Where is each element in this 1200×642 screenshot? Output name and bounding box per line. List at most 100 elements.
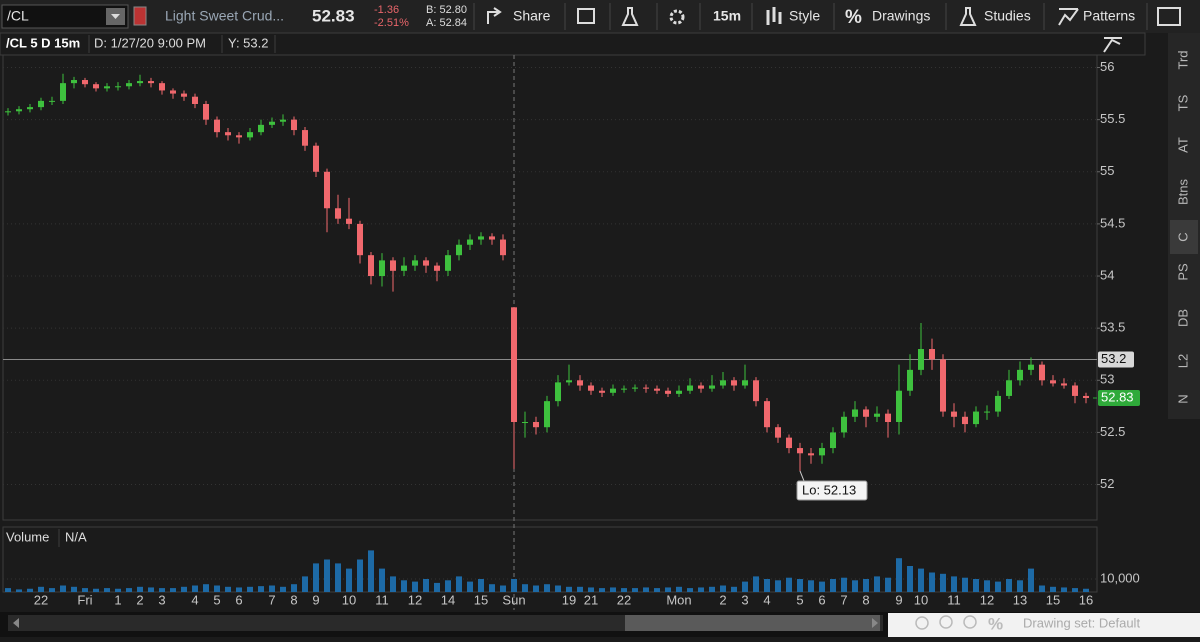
volume-bar: [38, 586, 44, 592]
x-tick-label: 6: [818, 592, 825, 607]
candle-body: [786, 437, 792, 449]
share-button[interactable]: Share: [513, 8, 551, 24]
volume-bar: [621, 588, 627, 592]
plot: TrdTSATBtnsCPSDBL2N5252.55353.55454.5555…: [3, 50, 1198, 610]
sidebar-tab[interactable]: PS: [1175, 263, 1190, 281]
volume-bar: [665, 587, 671, 592]
volume-bar: [159, 588, 165, 592]
x-tick-label: 5: [213, 592, 220, 607]
volume-bar: [555, 585, 561, 592]
y-tick-label: 56: [1100, 59, 1114, 74]
x-tick-label: 21: [584, 592, 598, 607]
gear-icon[interactable]: [669, 9, 685, 25]
x-tick-label: 7: [840, 592, 847, 607]
candle-body: [104, 86, 110, 89]
chart-y: Y: 53.2: [228, 35, 268, 50]
volume-bar: [346, 568, 352, 592]
y-tick-label: 52.5: [1100, 424, 1125, 439]
sidebar-tab[interactable]: L2: [1175, 354, 1190, 368]
sidebar-tab[interactable]: Trd: [1175, 50, 1190, 69]
volume-bar: [973, 579, 979, 592]
aggregation[interactable]: 15m: [713, 8, 741, 24]
volume-bar: [885, 577, 891, 592]
sidebar-tab[interactable]: C: [1175, 232, 1190, 241]
panel-icon[interactable]: [1157, 7, 1181, 26]
chart-date: D: 1/27/20 9:00 PM: [94, 35, 206, 50]
patterns-icon[interactable]: [1058, 8, 1079, 26]
volume-bar: [423, 579, 429, 592]
volume-bar: [181, 586, 187, 592]
studies-icon[interactable]: [959, 7, 977, 26]
percent-icon[interactable]: %: [988, 614, 1003, 633]
style-button[interactable]: Style: [789, 8, 820, 24]
candle-body: [995, 395, 1001, 412]
scrollbar-thumb[interactable]: [625, 615, 880, 631]
candle-body: [819, 448, 825, 456]
candle-body: [434, 265, 440, 271]
candle-body: [929, 349, 935, 360]
toolbar: [0, 0, 1200, 33]
candle-body: [478, 236, 484, 240]
x-tick-label: Mon: [666, 592, 691, 607]
volume-bar: [82, 588, 88, 592]
volume-bar: [60, 585, 66, 592]
zoom-icons[interactable]: [915, 615, 977, 630]
volume-bar: [126, 588, 132, 592]
volume-bar: [71, 586, 77, 592]
drawing-tool-icon[interactable]: [1103, 37, 1122, 53]
candle-body: [951, 411, 957, 417]
last-price-tag: [1098, 390, 1140, 407]
volume-bar: [1072, 588, 1078, 592]
link-color[interactable]: [133, 6, 147, 26]
candle-body: [236, 135, 242, 138]
volume-bar: [225, 586, 231, 592]
x-tick-label: 1: [114, 592, 121, 607]
candle-body: [1028, 364, 1034, 370]
notes-icon[interactable]: [577, 8, 595, 24]
x-tick-label: 4: [763, 592, 770, 607]
description: Light Sweet Crud...: [165, 8, 284, 24]
volume-bar: [5, 588, 11, 592]
candle-body: [159, 83, 165, 91]
share-icon[interactable]: [487, 7, 502, 24]
candle-body: [335, 208, 341, 219]
drawing-set[interactable]: Drawing set: Default: [1023, 615, 1140, 630]
annotation-box: [796, 480, 868, 501]
flask-icon[interactable]: [621, 7, 639, 26]
candle-body: [49, 100, 55, 102]
volume-bar: [302, 576, 308, 592]
volume-bar: [929, 572, 935, 592]
symbol: /CL: [7, 8, 29, 24]
y-tick-label: 52: [1100, 476, 1114, 491]
x-tick-label: 12: [980, 592, 994, 607]
sidebar-tab[interactable]: Btns: [1175, 178, 1190, 205]
volume-bar: [434, 582, 440, 592]
volume-bar: [500, 585, 506, 592]
volume-bar: [940, 573, 946, 592]
volume-bar: [819, 581, 825, 592]
symbol-box[interactable]: [1, 4, 129, 29]
volume-bar: [533, 585, 539, 592]
candle-body: [753, 380, 759, 402]
volume-bar: [247, 586, 253, 592]
x-tick-label: 9: [312, 592, 319, 607]
volume-bar: [753, 576, 759, 592]
sidebar-tab[interactable]: AT: [1175, 137, 1190, 153]
candle-body: [1083, 395, 1089, 399]
drawings-icon[interactable]: %: [845, 7, 862, 28]
volume-title: Volume: [6, 529, 49, 544]
studies-button[interactable]: Studies: [984, 8, 1031, 24]
sidebar-tab[interactable]: TS: [1175, 94, 1190, 111]
x-tick-label: 19: [562, 592, 576, 607]
drawings-button[interactable]: Drawings: [872, 8, 930, 24]
candle-body: [984, 411, 990, 413]
patterns-button[interactable]: Patterns: [1083, 8, 1135, 24]
candle-body: [555, 382, 561, 402]
sidebar-tab[interactable]: N: [1175, 394, 1190, 403]
candle-body: [5, 111, 11, 113]
style-icon[interactable]: [766, 7, 782, 25]
sidebar-tab[interactable]: DB: [1175, 309, 1190, 327]
candle-body: [665, 390, 671, 394]
volume-bar: [478, 579, 484, 592]
